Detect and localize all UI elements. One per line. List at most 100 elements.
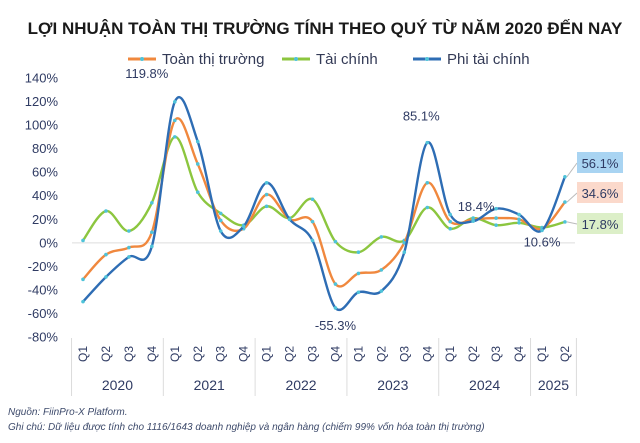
footnote: Ghi chú: Dữ liệu được tính cho 1116/1643… [8,421,485,433]
data-point [494,216,498,220]
x-tick-label: Q4 [420,346,434,362]
series-lines [81,96,567,312]
x-tick-label: Q3 [489,346,503,362]
x-tick-label: Q1 [168,346,182,362]
data-point [333,306,338,310]
data-label: 119.8% [125,66,169,81]
data-point [356,290,361,295]
data-label: 85.1% [403,109,440,124]
source-note: Nguồn: FiinPro-X Platform. [8,406,128,418]
label-box [577,213,623,234]
data-point [173,118,177,123]
data-point [356,250,361,255]
data-point [494,206,498,211]
series-line [82,96,567,312]
x-tick-label: Q3 [122,346,136,362]
y-tick-label: -60% [28,306,59,321]
legend-marker [425,57,429,61]
data-label: 34.6% [582,186,619,201]
label-box [577,182,623,203]
data-point [563,220,567,224]
data-point [379,289,384,293]
data-point [287,217,292,222]
data-point [264,192,269,197]
year-label: 2024 [469,377,500,393]
data-label: 18.4% [458,199,495,214]
data-point [425,205,430,210]
data-point [195,162,200,166]
data-point [563,200,567,204]
data-point [218,229,223,233]
data-point [448,212,453,217]
data-point [264,204,269,209]
data-point [81,238,85,243]
data-point [333,239,338,244]
x-tick-label: Q4 [237,346,251,362]
data-point [471,219,475,223]
data-point [150,244,154,249]
y-tick-label: 120% [25,94,59,109]
data-point [402,241,407,245]
data-point [517,221,521,225]
data-point [310,197,315,202]
data-point [379,235,384,239]
x-tick-label: Q4 [145,346,159,362]
legend: Toàn thị trường Tài chính Phi tài chính [128,51,530,68]
year-label: 2022 [285,377,316,393]
x-axis: Q1 Q2 Q3 Q4 Q1 Q2 Q3 Q4 Q1 Q2 Q3 Q4 Q1 Q2 Q3 Q4 Q1 Q2 Q3 Q4… [71,338,577,396]
leader-line [566,192,578,203]
data-point [150,230,154,235]
legend-label: Tài chính [316,51,378,68]
data-point [173,99,177,104]
x-tick-label: Q2 [558,346,572,362]
legend-label: Phi tài chính [447,51,530,68]
data-point [425,140,430,145]
data-point [448,226,453,231]
year-label: 2020 [102,377,133,393]
data-point [150,200,154,205]
leader-line [566,221,578,225]
data-point [310,238,315,243]
data-point [264,180,269,185]
y-tick-label: 0% [39,235,58,250]
data-label: 56.1% [582,156,619,171]
data-point [402,250,407,255]
data-point [127,229,131,233]
data-point [356,271,361,276]
data-point [494,223,498,227]
data-point [127,245,131,250]
label-box [577,152,623,173]
y-tick-label: 40% [32,188,58,203]
data-point [517,217,521,222]
y-axis: 140% 120% 100% 80% 60% 40% 20% 0% -20% -40% -60% -8… [25,71,575,345]
data-label: 10.6% [524,234,561,249]
year-label: 2021 [194,377,225,393]
y-tick-label: 60% [32,165,58,180]
chart-title: LỢI NHUẬN TOÀN THỊ TRƯỜNG TÍNH THEO QUÝ … [28,19,623,38]
y-tick-label: -20% [28,259,59,274]
x-tick-label: Q2 [99,346,113,362]
data-point [104,209,108,213]
y-tick-label: 140% [25,71,59,86]
x-tick-label: Q3 [306,346,320,362]
data-labels: 119.8% -55.3% 85.1% 18.4% 10.6% 56.1% 34.6% 17.… [125,66,623,333]
x-tick-label: Q2 [283,346,297,362]
y-tick-label: -80% [28,330,59,345]
data-point [218,218,223,223]
data-point [310,219,315,224]
y-tick-label: 20% [32,212,58,227]
x-tick-label: Q1 [443,346,457,362]
legend-label: Toàn thị trường [162,51,264,68]
data-point [81,277,85,282]
data-point [81,299,85,304]
year-label: 2023 [377,377,408,393]
data-point [173,135,177,139]
year-label: 2025 [538,377,569,393]
data-point [333,282,338,286]
legend-marker [140,57,144,61]
x-tick-label: Q1 [535,346,549,362]
leader-line [566,162,578,178]
x-tick-label: Q2 [191,346,205,362]
